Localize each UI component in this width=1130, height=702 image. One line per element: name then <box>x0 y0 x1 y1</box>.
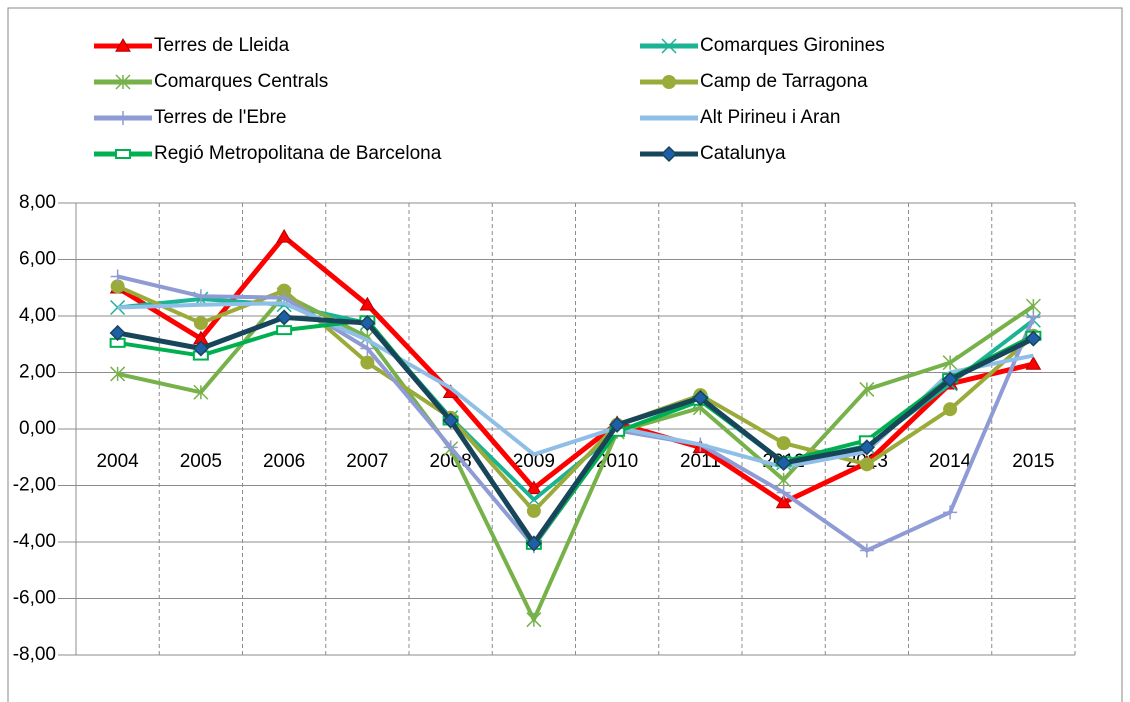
x-tick-label: 2015 <box>1012 451 1054 472</box>
chart-frame <box>7 7 1123 702</box>
y-tick-label: -4,00 <box>13 531 56 552</box>
y-tick-label: 0,00 <box>19 418 56 439</box>
marker <box>193 289 208 304</box>
x-tick-label: 2006 <box>263 451 305 472</box>
marker <box>858 439 875 456</box>
marker <box>775 494 792 509</box>
legend-label: Comarques Centrals <box>154 71 328 92</box>
marker <box>776 485 791 500</box>
legend-label: Comarques Gironines <box>700 35 885 56</box>
marker <box>115 74 131 90</box>
y-tick-label: -8,00 <box>13 644 56 665</box>
x-tick-label: 2009 <box>513 451 555 472</box>
marker <box>110 279 125 294</box>
y-tick-label: 4,00 <box>19 305 56 326</box>
marker <box>943 505 958 520</box>
marker <box>360 355 375 370</box>
marker <box>116 111 130 125</box>
legend-label: Catalunya <box>700 143 786 164</box>
marker <box>276 228 292 243</box>
legend-label: Regió Metropolitana de Barcelona <box>154 143 442 164</box>
marker <box>443 440 458 455</box>
marker <box>192 340 209 357</box>
marker <box>1025 330 1042 347</box>
y-tick-label: -2,00 <box>13 475 56 496</box>
marker <box>776 472 792 488</box>
legend-label: Terres de Lleida <box>154 35 290 56</box>
x-tick-label: 2014 <box>929 451 972 472</box>
marker <box>661 38 677 54</box>
marker <box>193 384 209 400</box>
y-tick-label: 8,00 <box>19 192 56 213</box>
marker <box>277 283 292 298</box>
marker <box>359 296 376 311</box>
marker <box>276 325 293 336</box>
series-line <box>116 234 1034 505</box>
marker <box>193 316 208 331</box>
marker <box>776 436 791 451</box>
marker <box>1026 310 1041 325</box>
x-tick-label: 2007 <box>346 451 388 472</box>
marker <box>942 371 959 388</box>
marker <box>110 269 125 284</box>
x-tick-label: 2004 <box>96 451 139 472</box>
marker <box>859 457 874 472</box>
marker <box>525 535 542 552</box>
marker <box>662 75 676 89</box>
marker <box>859 543 874 558</box>
marker <box>943 402 958 417</box>
marker <box>276 309 293 326</box>
marker <box>775 454 792 471</box>
marker <box>115 37 131 52</box>
marker <box>110 366 126 382</box>
legend-label: Terres de l'Ebre <box>154 107 286 128</box>
y-tick-label: 2,00 <box>19 362 56 383</box>
x-tick-label: 2005 <box>180 451 222 472</box>
marker <box>526 480 542 495</box>
marker <box>942 355 958 371</box>
marker <box>359 315 376 332</box>
marker <box>109 324 126 342</box>
marker <box>360 341 375 356</box>
marker <box>526 612 542 628</box>
marker <box>442 412 459 429</box>
marker <box>692 389 709 406</box>
marker <box>660 145 678 163</box>
marker <box>859 381 875 397</box>
marker <box>115 149 131 159</box>
y-tick-label: -6,00 <box>13 588 56 609</box>
legend-label: Alt Pirineu i Aran <box>700 107 840 128</box>
y-tick-label: 6,00 <box>19 249 56 270</box>
marker <box>609 416 626 433</box>
marker <box>1025 356 1042 370</box>
marker <box>526 503 541 518</box>
legend-label: Camp de Tarragona <box>700 71 868 92</box>
series-line <box>117 292 1035 622</box>
series-line <box>117 314 1035 546</box>
